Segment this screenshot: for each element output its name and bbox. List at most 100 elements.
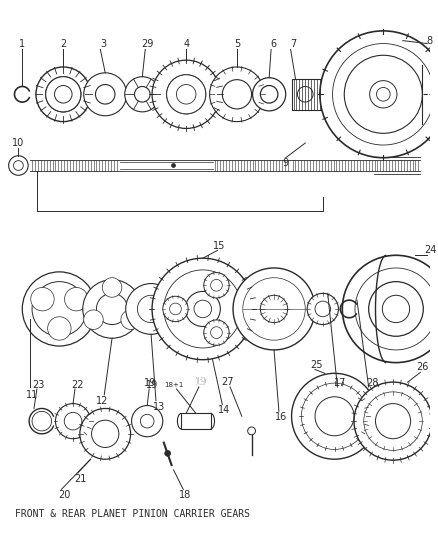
Circle shape [152, 258, 254, 360]
Circle shape [48, 317, 71, 340]
Circle shape [364, 392, 422, 450]
Circle shape [243, 278, 305, 340]
Text: 21: 21 [74, 474, 87, 484]
Circle shape [369, 281, 423, 336]
Circle shape [56, 403, 91, 439]
Circle shape [210, 67, 264, 122]
Text: 26: 26 [416, 362, 428, 373]
Text: 5: 5 [234, 38, 240, 49]
Text: 19: 19 [195, 377, 207, 387]
Text: 29: 29 [141, 38, 153, 49]
Circle shape [121, 310, 141, 329]
Circle shape [260, 85, 278, 103]
Text: 14: 14 [218, 406, 230, 415]
Circle shape [165, 450, 170, 456]
Circle shape [167, 75, 206, 114]
Circle shape [253, 78, 286, 111]
Text: 6: 6 [270, 38, 276, 49]
Text: 28: 28 [366, 378, 379, 388]
Circle shape [96, 293, 127, 325]
Circle shape [301, 383, 367, 449]
Circle shape [64, 413, 82, 430]
Circle shape [126, 284, 177, 334]
Circle shape [84, 310, 103, 329]
Circle shape [46, 77, 81, 112]
Text: 8: 8 [426, 36, 432, 46]
Circle shape [80, 408, 131, 459]
Circle shape [32, 281, 87, 336]
Circle shape [204, 320, 229, 345]
Circle shape [260, 295, 288, 322]
Text: 25: 25 [311, 360, 323, 369]
Circle shape [211, 279, 223, 291]
Circle shape [9, 156, 28, 175]
Circle shape [194, 300, 212, 318]
Circle shape [185, 292, 220, 327]
Circle shape [204, 272, 229, 298]
Circle shape [211, 327, 223, 338]
Circle shape [315, 301, 331, 317]
Text: 2: 2 [60, 38, 67, 49]
Text: FRONT & REAR PLANET PINION CARRIER GEARS: FRONT & REAR PLANET PINION CARRIER GEARS [15, 509, 251, 519]
Circle shape [233, 268, 315, 350]
Circle shape [170, 303, 181, 315]
Circle shape [138, 295, 165, 322]
Text: 3: 3 [100, 38, 106, 49]
Circle shape [355, 268, 437, 350]
Text: 12: 12 [96, 395, 109, 406]
Circle shape [315, 397, 354, 436]
Circle shape [370, 80, 397, 108]
Circle shape [344, 55, 422, 133]
Circle shape [164, 270, 242, 348]
Text: 22: 22 [72, 380, 84, 390]
Text: 18+1: 18+1 [164, 382, 183, 388]
Text: 7: 7 [290, 38, 297, 49]
Text: 4: 4 [183, 38, 189, 49]
Circle shape [134, 86, 150, 102]
Circle shape [292, 373, 378, 459]
Circle shape [32, 411, 52, 431]
Circle shape [102, 278, 122, 297]
Circle shape [377, 87, 390, 101]
Circle shape [84, 73, 127, 116]
Text: 19: 19 [144, 378, 156, 388]
Circle shape [320, 31, 438, 158]
Text: 18: 18 [179, 490, 191, 500]
Text: 15: 15 [213, 240, 226, 251]
Circle shape [375, 403, 410, 439]
Circle shape [343, 255, 438, 362]
Bar [181, 413, 211, 429]
Circle shape [140, 414, 154, 428]
Circle shape [163, 296, 188, 321]
Circle shape [54, 85, 72, 103]
Circle shape [95, 85, 115, 104]
Circle shape [14, 160, 23, 171]
Circle shape [92, 420, 119, 448]
Text: 23: 23 [33, 380, 45, 390]
Circle shape [223, 79, 251, 109]
Circle shape [22, 272, 96, 346]
Text: 13: 13 [153, 401, 165, 411]
Bar [120, 161, 212, 169]
Text: 1: 1 [19, 38, 25, 49]
Text: 20: 20 [58, 490, 71, 500]
Circle shape [172, 164, 176, 167]
Text: 19: 19 [146, 380, 158, 390]
Circle shape [382, 295, 410, 322]
Text: 9: 9 [283, 158, 289, 167]
Circle shape [332, 44, 434, 145]
Text: 10: 10 [12, 138, 25, 148]
Circle shape [247, 427, 255, 435]
Circle shape [31, 287, 54, 311]
Circle shape [64, 287, 88, 311]
Text: 27: 27 [221, 377, 233, 387]
Text: 24: 24 [424, 245, 436, 255]
Circle shape [167, 75, 206, 114]
Circle shape [297, 86, 313, 102]
Text: 16: 16 [275, 412, 287, 422]
Circle shape [354, 382, 432, 460]
Circle shape [83, 280, 141, 338]
Text: 19: 19 [195, 377, 207, 387]
Circle shape [125, 77, 160, 112]
Circle shape [46, 77, 81, 112]
